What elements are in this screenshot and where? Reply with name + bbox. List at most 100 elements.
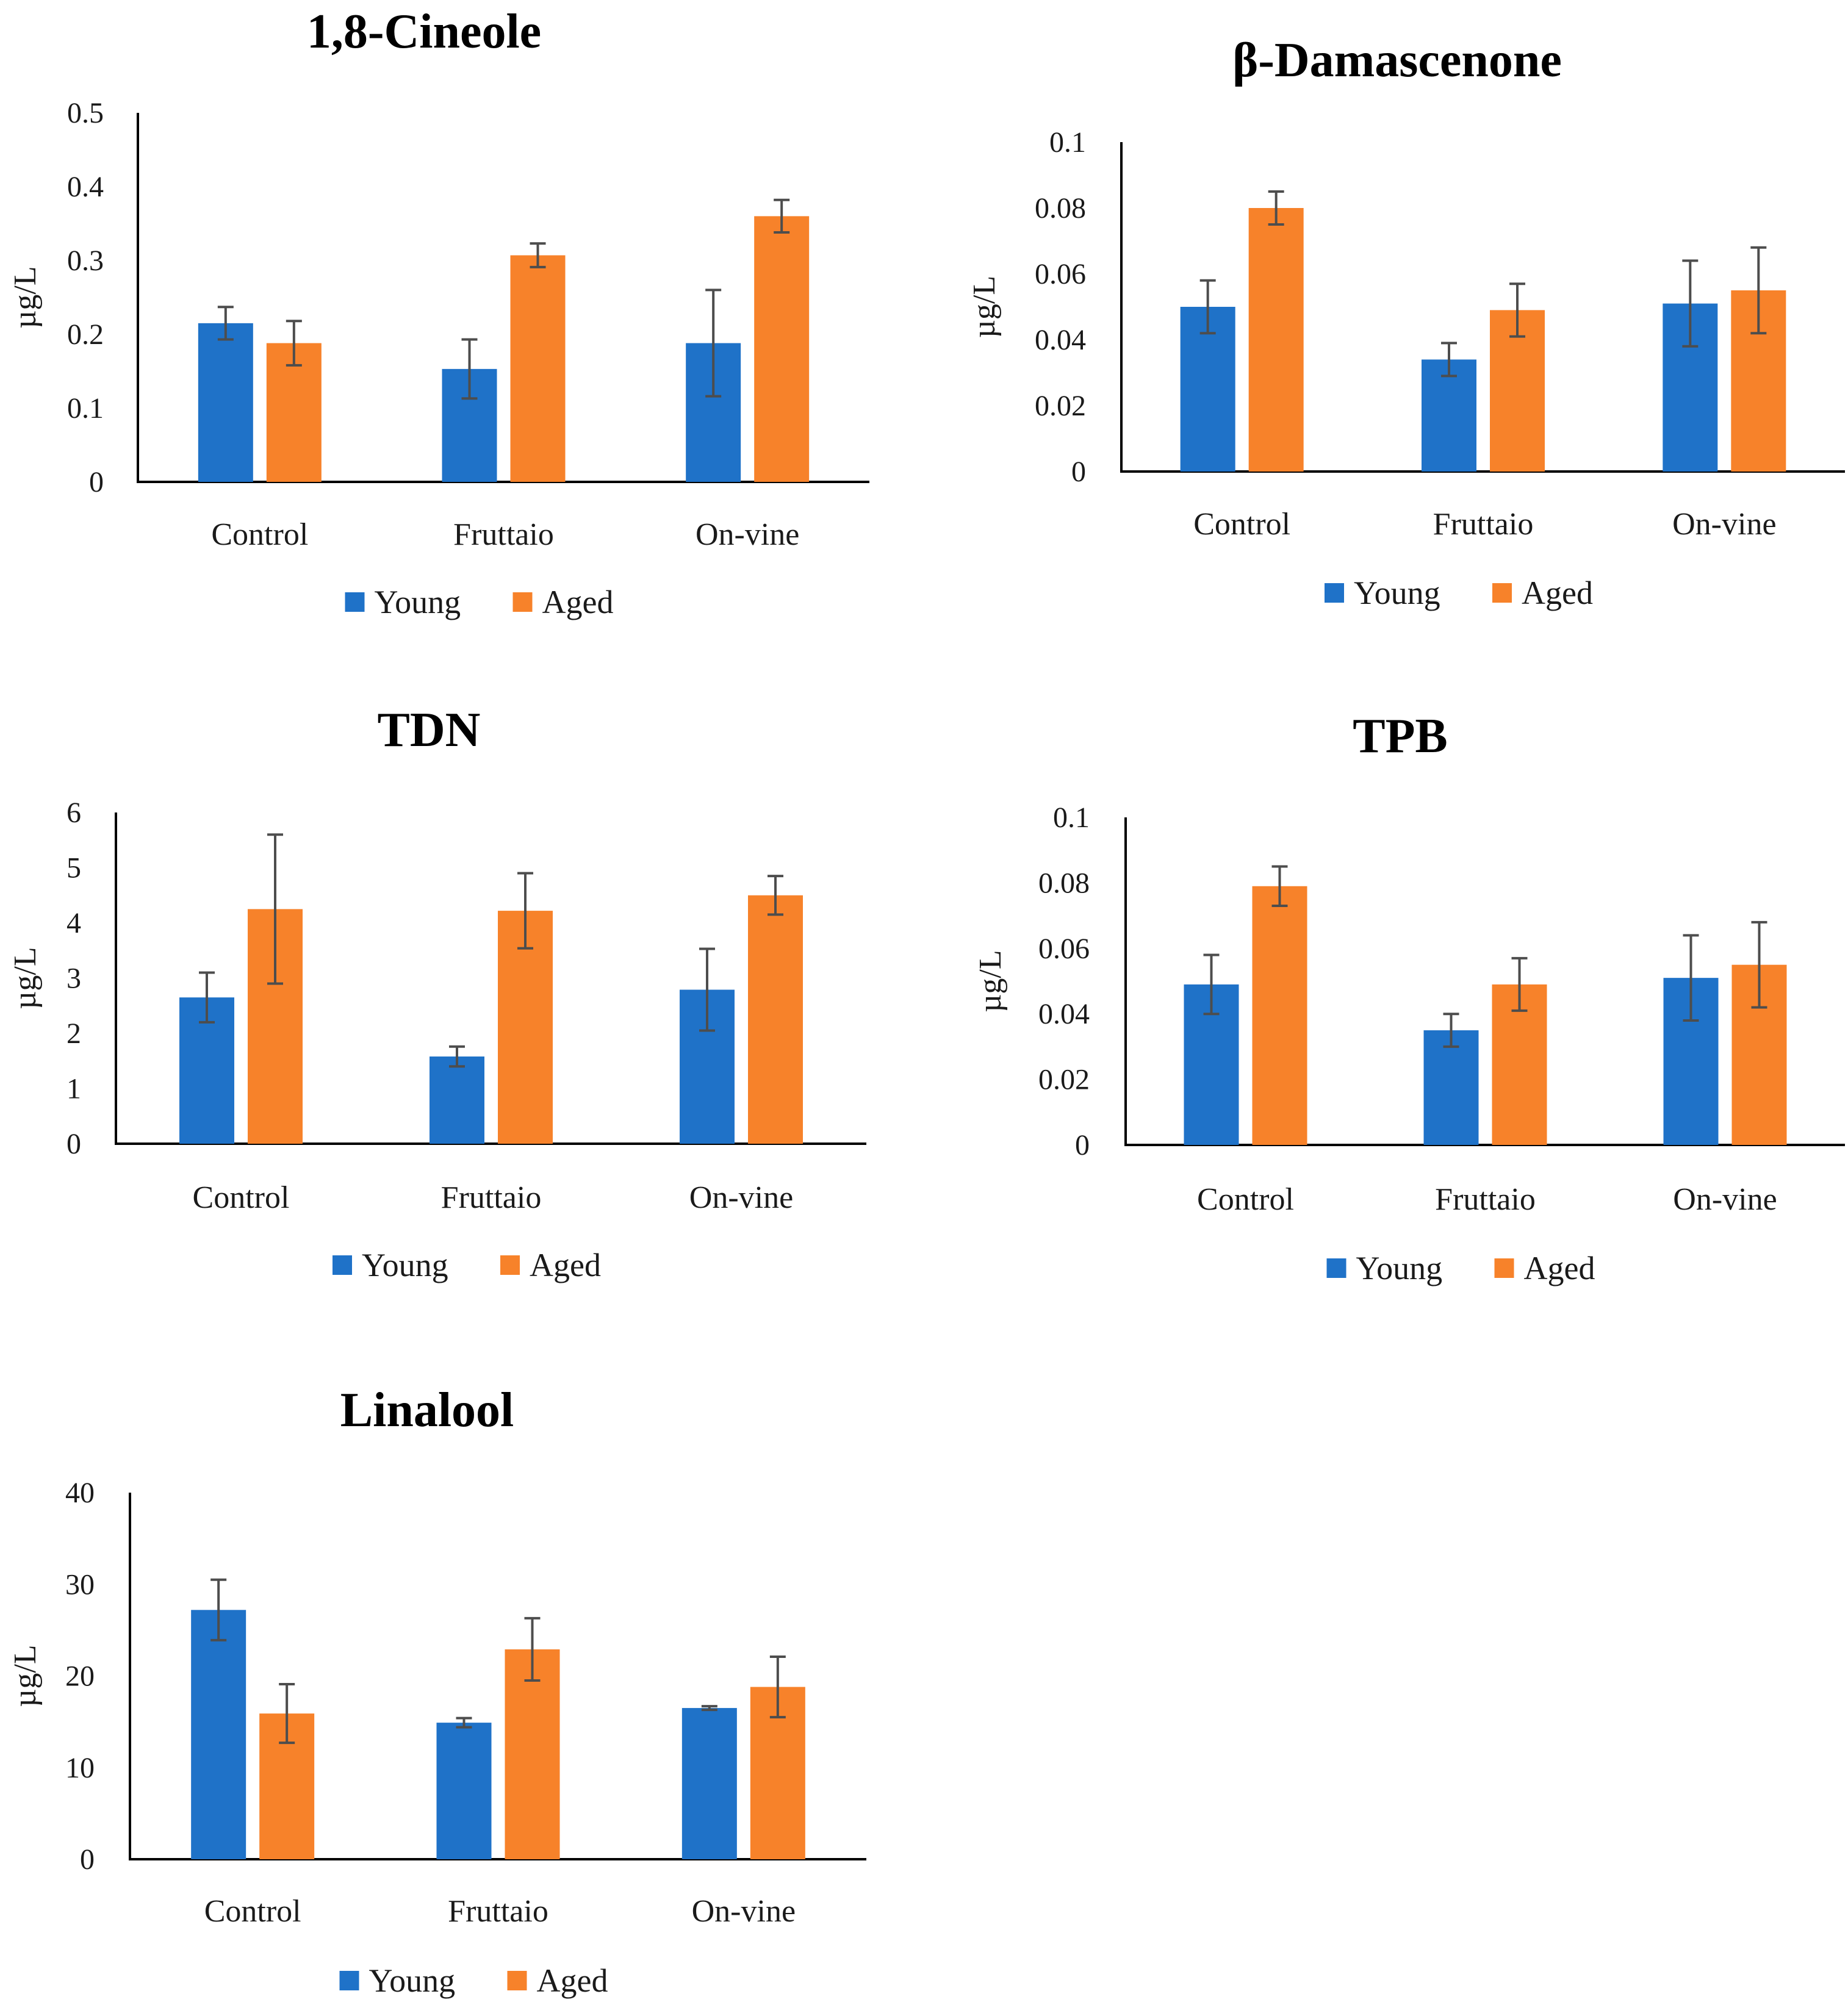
y-tick-label: 0.02 [1038,1064,1090,1096]
bar-aged-fruttaio [498,911,553,1144]
legend-label-aged: Aged [530,1247,601,1283]
x-tick-label: Fruttaio [1433,507,1534,542]
y-tick-label: 5 [67,852,81,884]
error-bar-young-fruttaio [1441,342,1457,378]
y-tick-label: 0.04 [1038,998,1090,1030]
y-tick-label: 0.3 [67,245,104,277]
error-bar-aged-fruttaio [530,242,546,268]
chart-title: Linalool [340,1383,514,1437]
error-bar-young-on-vine [1683,934,1699,1022]
chart-panel-1: 1,8-Cineole µg/L 0 0.1 0.2 0.3 0.4 0.5 Control Fr… [8,5,869,620]
y-axis-title: µg/L [8,947,43,1009]
error-bar-young-on-vine [1682,259,1699,348]
x-tick-label: Fruttaio [453,517,554,552]
y-tick-label: 0.1 [1053,802,1090,834]
y-tick-label: 0 [1075,1129,1090,1161]
legend-swatch-aged [1492,583,1512,603]
error-bar-aged-fruttaio [517,872,533,950]
bar-young-fruttaio [1423,1030,1479,1145]
chart-panel-4: TPB µg/L 0 0.02 0.04 0.06 0.08 0.1 Control Frutta… [973,709,1845,1286]
legend-label-aged: Aged [542,584,614,620]
error-bar-aged-fruttaio [1511,956,1528,1012]
legend-swatch-young [1326,1258,1346,1278]
bar-aged-control [1252,886,1307,1145]
error-bar-young-fruttaio [456,1716,472,1729]
y-axis-title: µg/L [8,1645,43,1707]
error-bar-aged-control [1268,190,1284,226]
y-tick-label: 3 [67,963,81,995]
x-tick-label: On-vine [696,517,799,552]
chart-title: β-Damascenone [1232,34,1562,87]
legend-label-young: Young [375,584,461,620]
error-bar-young-on-vine [699,947,715,1032]
y-tick-label: 0.02 [1035,390,1086,422]
error-bar-aged-on-vine [1751,920,1767,1009]
y-tick-label: 0.08 [1038,867,1090,899]
x-tick-label: On-vine [692,1894,796,1929]
bar-aged-fruttaio [505,1649,560,1859]
error-bar-young-fruttaio [461,338,478,400]
error-bar-aged-control [279,1683,295,1745]
x-tick-label: Control [211,517,308,552]
error-bar-aged-fruttaio [1509,282,1525,338]
chart-title: 1,8-Cineole [307,5,541,59]
legend-swatch-young [333,1255,352,1275]
y-tick-label: 0.5 [67,97,104,129]
y-tick-label: 10 [65,1752,95,1784]
legend-swatch-aged [512,592,533,612]
bar-young-on-vine [681,1708,737,1859]
y-axis-title: µg/L [973,950,1008,1012]
bar-young-fruttaio [1422,359,1476,472]
legend-label-young: Young [362,1247,448,1283]
error-bar-young-control [217,306,234,341]
y-tick-label: 20 [65,1660,95,1693]
error-bar-aged-control [267,833,283,985]
y-tick-label: 1 [67,1073,81,1105]
legend-swatch-aged [500,1255,520,1275]
legend-swatch-aged [507,1971,527,1990]
bar-young-control [198,323,253,482]
x-tick-label: Fruttaio [441,1180,542,1215]
x-tick-label: Control [193,1180,290,1215]
x-tick-label: Control [1193,507,1290,542]
x-tick-label: On-vine [1673,1182,1777,1217]
x-tick-label: On-vine [689,1180,793,1215]
y-tick-label: 0.06 [1038,933,1090,965]
y-tick-label: 0.4 [67,171,104,203]
y-tick-label: 0.08 [1035,192,1086,224]
y-tick-label: 0 [1071,456,1086,488]
chart-title: TDN [378,703,481,757]
x-tick-label: Control [204,1894,301,1929]
y-tick-label: 0 [80,1843,95,1876]
legend-label-aged: Aged [1524,1250,1595,1286]
bar-aged-fruttaio [510,255,566,482]
y-tick-label: 0 [67,1128,81,1160]
error-bar-young-fruttaio [1443,1013,1459,1048]
bar-aged-on-vine [748,895,803,1144]
y-tick-label: 0.04 [1035,324,1086,356]
y-tick-label: 40 [65,1477,95,1509]
y-axis-title: µg/L [8,266,43,328]
error-bar-young-on-vine [705,289,722,398]
legend-label-young: Young [1356,1250,1443,1286]
y-tick-label: 0.06 [1035,258,1086,290]
error-bar-aged-on-vine [774,198,790,234]
error-bar-aged-control [1271,865,1288,907]
y-tick-label: 0.1 [1049,126,1086,159]
chart-panel-2: β-Damascenone µg/L 0 0.02 0.04 0.06 0.08 0.1 Con… [967,34,1845,611]
bar-aged-control [1248,208,1304,472]
x-tick-label: Control [1197,1182,1294,1217]
y-tick-label: 30 [65,1568,95,1601]
chart-panel-3: TDN µg/L 0 1 2 3 4 5 6 Control Fruttaio On-vine Youn… [8,703,866,1283]
x-tick-label: Fruttaio [1435,1182,1536,1217]
bar-young-fruttaio [430,1056,484,1144]
error-bar-aged-on-vine [769,1655,786,1719]
chart-title: TPB [1353,709,1448,763]
x-tick-label: On-vine [1672,507,1776,542]
y-tick-label: 6 [67,797,81,829]
legend-swatch-aged [1494,1258,1514,1278]
bar-young-control [191,1610,246,1859]
y-tick-label: 0.1 [67,392,104,425]
error-bar-aged-on-vine [768,875,783,916]
y-tick-label: 0.2 [67,318,104,351]
